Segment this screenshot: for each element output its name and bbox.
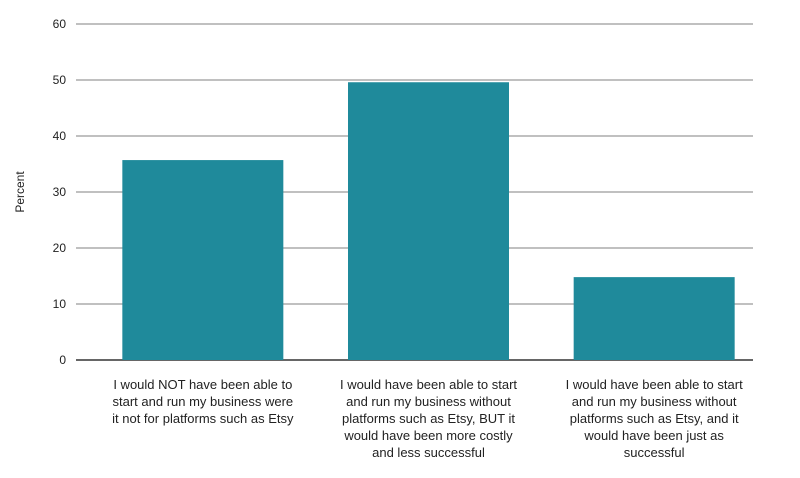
- y-tick-label: 40: [53, 129, 67, 143]
- y-tick-label: 30: [53, 185, 67, 199]
- x-category-label: I would NOT have been able to start and …: [112, 377, 294, 426]
- x-category-label: I would have been able to start and run …: [565, 377, 743, 460]
- y-tick-label: 10: [53, 297, 67, 311]
- y-tick-label: 60: [53, 17, 67, 31]
- y-tick-label: 20: [53, 241, 67, 255]
- y-tick-label: 0: [59, 353, 66, 367]
- bar: [573, 277, 735, 360]
- y-axis-label: Percent: [13, 171, 27, 213]
- y-tick-label: 50: [53, 73, 67, 87]
- x-category-label: I would have been able to start and run …: [339, 377, 518, 460]
- bar: [122, 160, 284, 360]
- bar: [348, 82, 509, 361]
